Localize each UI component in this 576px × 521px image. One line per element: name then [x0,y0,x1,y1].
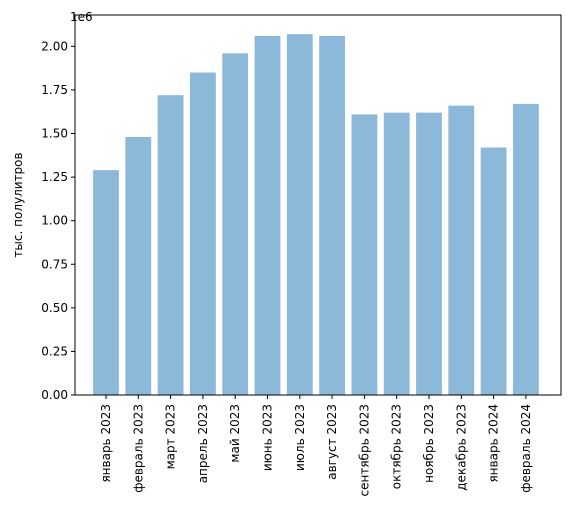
y-tick-label: 0.75 [41,257,68,271]
bar-5 [254,35,281,396]
bar-8 [351,114,378,396]
y-tick-label: 0.50 [41,301,68,315]
bars-group [93,34,539,396]
bar-9 [383,112,410,395]
x-tick-label: февраль 2023 [131,404,145,493]
y-tick-label: 2.00 [41,39,68,53]
x-tick-label: май 2023 [228,404,242,463]
x-tick-label: январь 2023 [99,404,113,483]
bar-2 [157,95,184,396]
plot-frame [74,14,562,396]
x-tick-label: апрель 2023 [196,404,210,483]
y-tick-label: 0.00 [41,388,68,402]
bar-6 [286,34,313,395]
x-tick-label: сентябрь 2023 [357,404,371,496]
y-tick-label: 1.75 [41,83,68,97]
y-axis-label: тыс. полулитров [11,152,25,257]
bar-13 [513,103,539,396]
x-tick-label: август 2023 [325,404,339,480]
x-tick-label: декабрь 2023 [454,404,468,491]
x-tick-label: март 2023 [164,404,178,469]
x-tick-label: июнь 2023 [261,404,275,471]
bar-4 [222,53,249,395]
bar-11 [448,105,475,395]
bar-12 [480,147,507,395]
y-tick-label: 1.00 [41,214,68,228]
y-offset-label: 1e6 [70,10,93,24]
bar-1 [125,137,152,395]
bar-0 [93,170,119,395]
y-tick-label: 0.25 [41,344,68,358]
bar-7 [319,35,345,396]
x-tick-label: июль 2023 [293,404,307,471]
y-tick-label: 1.25 [41,170,68,184]
x-tick-label: февраль 2024 [519,404,533,493]
x-tick-label: январь 2024 [487,404,501,483]
bar-3 [190,72,216,395]
x-axis: январь 2023 февраль 2023 март 2023 апрель 2… [99,395,533,496]
y-tick-label: 1.50 [41,127,68,141]
x-tick-label: ноябрь 2023 [422,404,436,483]
y-axis: 0.00 0.25 0.50 0.75 1.00 1.25 1.50 1.75 2.00 [41,39,75,402]
bar-10 [416,112,442,395]
x-tick-label: октябрь 2023 [390,404,404,489]
